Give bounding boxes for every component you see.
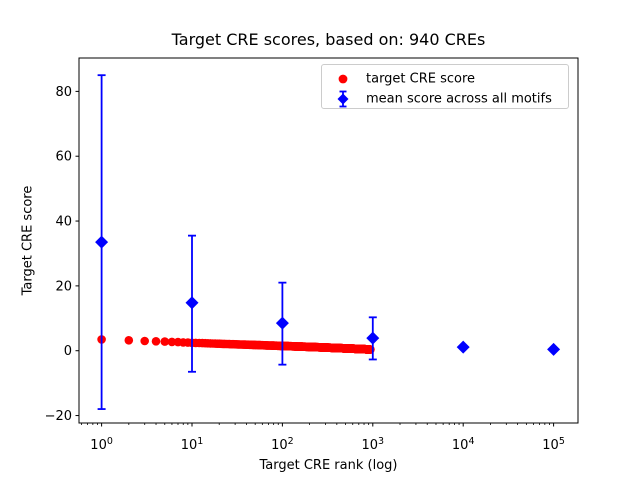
x-axis: 100 101 102 103 104 105 — [81, 423, 565, 453]
legend-label-target: target CRE score — [366, 71, 476, 87]
series-target-cre-score — [97, 335, 375, 354]
y-tick-label: −20 — [45, 409, 72, 424]
x-tick-label: 100 — [90, 436, 113, 453]
x-axis-label: Target CRE rank (log) — [259, 458, 398, 473]
legend-entry-mean: mean score across all motifs — [322, 89, 568, 109]
y-tick-label: 80 — [55, 85, 72, 100]
legend: target CRE score mean score across all m… — [321, 64, 569, 109]
legend-label-mean: mean score across all motifs — [366, 91, 552, 107]
y-axis: −20 0 20 40 60 80 — [45, 85, 79, 424]
y-tick-label: 0 — [64, 344, 72, 359]
x-tick-label: 105 — [542, 436, 565, 453]
y-axis-label: Target CRE score — [20, 185, 36, 296]
x-tick-label: 103 — [361, 436, 384, 453]
x-tick-label: 104 — [452, 436, 475, 453]
legend-entry-target: target CRE score — [322, 69, 568, 89]
y-tick-label: 60 — [55, 150, 72, 165]
x-tick-label: 101 — [181, 436, 204, 453]
blue-diamond-errorbar-marker-icon — [337, 90, 349, 108]
y-tick-label: 20 — [55, 279, 72, 294]
red-circle-marker-icon — [338, 74, 348, 84]
chart-title: Target CRE scores, based on: 940 CREs — [171, 30, 486, 49]
y-tick-label: 40 — [55, 215, 72, 230]
series-mean-score — [95, 74, 561, 410]
x-tick-label: 102 — [271, 436, 294, 453]
axes-frame — [78, 57, 579, 424]
